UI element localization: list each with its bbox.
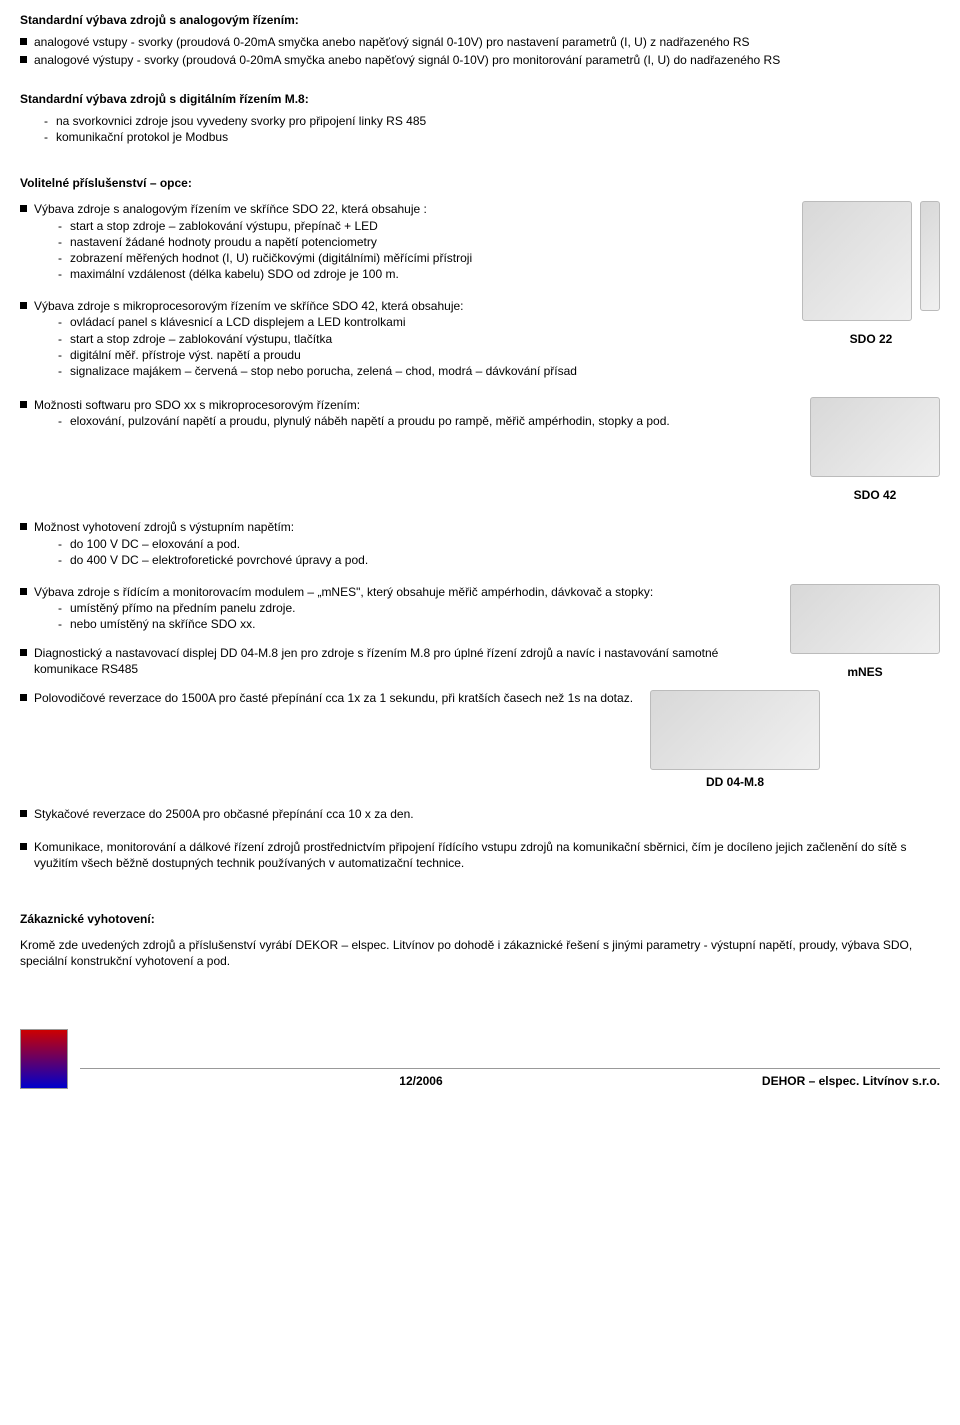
list-item: zobrazení měřených hodnot (I, U) ručičko… [58,250,786,266]
list-item: analogové výstupy - svorky (proudová 0-2… [20,52,940,68]
section-title: Zákaznické vyhotovení: [20,911,940,927]
analog-control-section: Standardní výbava zdrojů s analogovým ří… [20,12,940,69]
list-item: ovládací panel s klávesnicí a LCD disple… [58,314,786,330]
option-head: Možnost vyhotovení zdrojů s výstupním na… [34,520,294,534]
list-item: Výbava zdroje s mikroprocesorovým řízení… [20,298,786,379]
mnes-caption: mNES [847,664,882,680]
sdo42-image [810,397,940,477]
section-title: Standardní výbava zdrojů s digitálním ří… [20,91,940,107]
list-item: umístěný přímo na předním panelu zdroje. [58,600,774,616]
option-head: Výbava zdroje s řídícím a monitorovacím … [34,585,653,599]
list-item: Diagnostický a nastavovací displej DD 04… [20,645,774,677]
list-item: maximální vzdálenost (délka kabelu) SDO … [58,266,786,282]
list-item: digitální měř. přístroje výst. napětí a … [58,347,786,363]
list-item: na svorkovnici zdroje jsou vyvedeny svor… [44,113,940,129]
sdo22-image [802,201,912,321]
dd04-caption: DD 04-M.8 [706,774,764,790]
option-head: Výbava zdroje s analogovým řízením ve sk… [34,202,427,216]
list-item: signalizace majákem – červená – stop neb… [58,363,786,379]
list-item: Výbava zdroje s řídícím a monitorovacím … [20,584,774,633]
list-item: Výbava zdroje s analogovým řízením ve sk… [20,201,786,282]
list-item: Komunikace, monitorování a dálkové řízen… [20,839,940,871]
list-item: nastavení žádané hodnoty proudu a napětí… [58,234,786,250]
mnes-image [790,584,940,654]
option-head: Možnosti softwaru pro SDO xx s mikroproc… [34,398,360,412]
list-item: Polovodičové reverzace do 1500A pro čast… [20,690,634,706]
list-item: start a stop zdroje – zablokování výstup… [58,218,786,234]
page-footer: 12/2006 DEHOR – elspec. Litvínov s.r.o. [20,1029,940,1089]
footer-company: DEHOR – elspec. Litvínov s.r.o. [762,1073,940,1089]
list-item: start a stop zdroje – zablokování výstup… [58,331,786,347]
list-item: do 400 V DC – elektroforetické povrchové… [58,552,940,568]
customer-text: Kromě zde uvedených zdrojů a příslušenst… [20,937,940,969]
list-item: komunikační protokol je Modbus [44,129,940,145]
section-title: Volitelné příslušenství – opce: [20,175,940,191]
footer-logo [20,1029,68,1089]
footer-date: 12/2006 [399,1073,442,1089]
list-item: eloxování, pulzování napětí a proudu, pl… [58,413,794,429]
list-item: Možnost vyhotovení zdrojů s výstupním na… [20,519,940,568]
option-head: Výbava zdroje s mikroprocesorovým řízení… [34,299,464,313]
list-item: analogové vstupy - svorky (proudová 0-20… [20,34,940,50]
list-item: nebo umístěný na skříňce SDO xx. [58,616,774,632]
optional-accessories: Volitelné příslušenství – opce: Výbava z… [20,175,940,871]
sdo42-caption: SDO 42 [854,487,897,503]
digital-control-section: Standardní výbava zdrojů s digitálním ří… [20,91,940,146]
list-item: Stykačové reverzace do 2500A pro občasné… [20,806,940,822]
sdo22-caption: SDO 22 [850,331,893,347]
signal-stack-image [920,201,940,311]
section-title: Standardní výbava zdrojů s analogovým ří… [20,12,940,28]
customer-section: Zákaznické vyhotovení: Kromě zde uvedený… [20,911,940,970]
list-item: do 100 V DC – eloxování a pod. [58,536,940,552]
list-item: Možnosti softwaru pro SDO xx s mikroproc… [20,397,794,429]
dd04-image [650,690,820,770]
